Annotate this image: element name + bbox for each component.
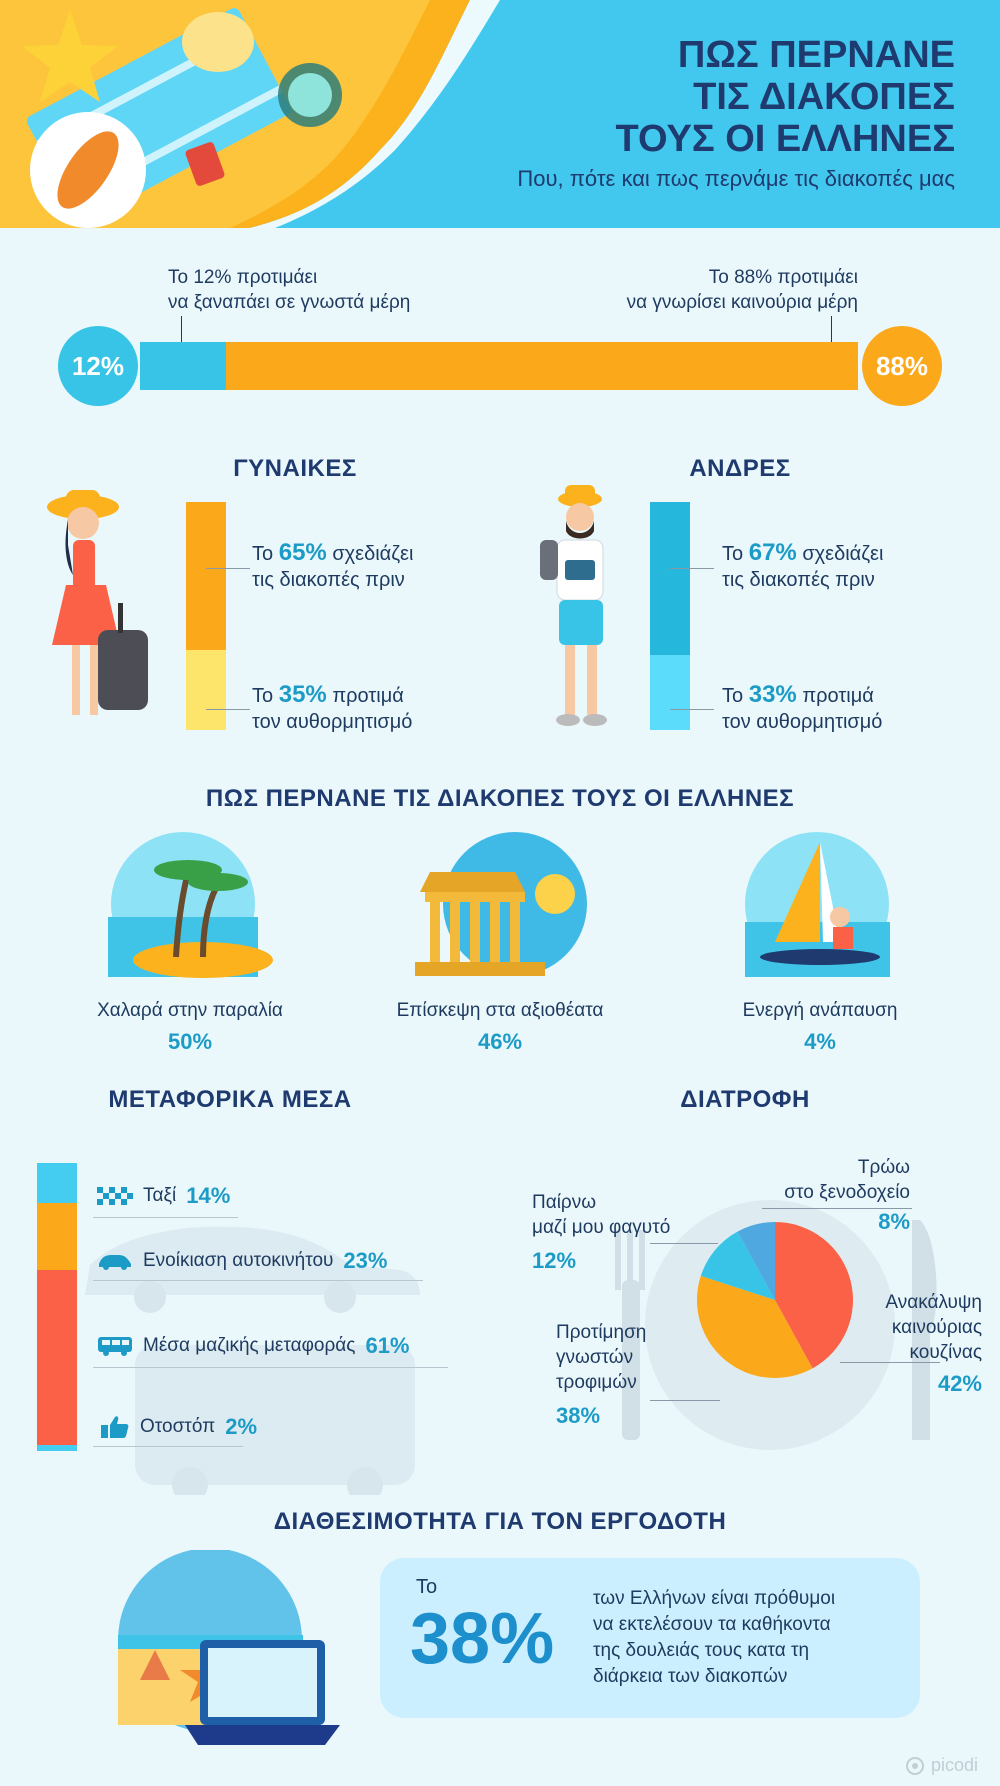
places-bar-segment-known [140,342,227,390]
transport-divider [93,1280,423,1281]
transport-divider [93,1446,243,1447]
men-bar [650,502,690,730]
men-spont-leader [670,709,714,710]
pie-slice [775,1222,853,1369]
transport-bar-segment-bus [37,1269,77,1446]
women-bar [186,502,226,730]
laptop-beach-icon [118,1550,340,1745]
women-heading: ΓΥΝΑΙΚΕΣ [233,455,357,482]
men-plan-label: Το 67% σχεδιάζει τις διακοπές πριν [722,539,884,592]
men-heading: ΑΝΔΡΕΣ [689,455,791,482]
pie-slice [737,1222,775,1300]
food-heading: ΔΙΑΤΡΟΦΗ [680,1086,810,1113]
activity-active: Ενεργή ανάπαυση 4% [742,1000,898,1054]
transport-bar [37,1163,77,1451]
women-bar-segment-spont [186,650,226,730]
transport-row-hitchhike: Οτοστόπ 2% [100,1414,257,1440]
header-banner: ΠΩΣ ΠΕΡΝΑΝΕ ΤΙΣ ΔΙΑΚΟΠΕΣ ΤΟΥΣ ΟΙ ΕΛΛΗΝΕΣ… [0,0,1000,228]
starfish-icon [22,10,118,102]
places-left-badge: 12% [58,326,138,406]
activities-heading: ΠΩΣ ΠΕΡΝΑΝΕ ΤΙΣ ΔΙΑΚΟΠΕΣ ΤΟΥΣ ΟΙ ΕΛΛΗΝΕΣ [205,785,795,812]
vehicles-background [85,1226,420,1495]
food-hotel-leader [762,1208,912,1209]
transport-bar-segment-taxi [37,1163,77,1204]
employer-panel: Το 38% των Ελλήνων είναι πρόθυμοι να εκτ… [380,1558,920,1718]
places-bar [140,342,858,390]
pie-slice [700,1231,775,1300]
bus-icon [98,1337,132,1356]
page-title: ΠΩΣ ΠΕΡΝΑΝΕ ΤΙΣ ΔΙΑΚΟΠΕΣ ΤΟΥΣ ΟΙ ΕΛΛΗΝΕΣ [615,34,955,160]
men-bar-segment-plan [650,502,690,655]
men-plan-leader [670,568,714,569]
palm-beach-icon [108,832,273,978]
women-plan-leader [206,568,250,569]
windsurf-icon [745,832,890,977]
places-right-badge: 88% [862,326,942,406]
places-left-tick [181,316,182,350]
food-new-cuisine-leader [840,1362,940,1363]
food-label-take-food: Παίρνω μαζί μου φαγυτό 12% [532,1192,671,1273]
food-known-leader [650,1400,720,1401]
places-right-tick [831,316,832,350]
food-pie-chart [697,1222,853,1378]
food-label-new-cuisine: Ανακάλυψη καινούριας κουζίνας 42% [885,1292,982,1396]
activity-beach: Χαλαρά στην παραλία 50% [97,1000,283,1054]
pie-slice [697,1275,813,1378]
women-plan-label: Το 65% σχεδιάζει τις διακοπές πριν [252,539,414,592]
employer-prefix: Το [416,1576,438,1598]
temple-icon [415,832,587,976]
food-label-known: Προτίμηση γνωστών τροφιμών 38% [556,1322,647,1428]
women-spont-label: Το 35% προτιμά τον αυθορμητισμό [252,681,413,734]
beach-illustration [0,0,500,228]
car-icon [99,1255,131,1270]
taxi-icon [97,1187,133,1205]
places-bar-segment-new [226,342,858,390]
food-label-hotel: Τρώω στο ξενοδοχείο 8% [784,1157,910,1234]
transport-row-bus: Μέσα μαζικής μεταφοράς 61% [97,1333,410,1359]
men-bar-segment-spont [650,654,690,730]
men-spont-label: Το 33% προτιμά τον αυθορμητισμό [722,681,883,734]
transport-bar-segment-hitchhike [37,1445,77,1451]
places-left-label: Το 12% προτιμάει να ξαναπάει σε γνωστά μ… [168,267,411,313]
places-right-label: Το 88% προτιμάει να γνωρίσει καινούρια μ… [626,267,858,313]
transport-heading: ΜΕΤΑΦΟΡΙΚΑ ΜΕΣΑ [108,1086,352,1113]
employer-pct: 38% [410,1599,555,1679]
transport-bar-segment-car [37,1203,77,1270]
transport-divider [93,1217,238,1218]
keys-icon [185,142,225,186]
page-subtitle: Που, πότε και πως περνάμε τις διακοπές μ… [517,166,955,191]
brand-mark-icon [905,1756,924,1775]
woman-illustration [47,490,148,715]
transport-row-car: Ενοίκιαση αυτοκινήτου 23% [97,1248,387,1274]
food-take-food-leader [650,1243,718,1244]
brand-logo: picodi [905,1755,978,1776]
women-bar-segment-plan [186,502,226,651]
thumbs-up-icon [101,1416,129,1438]
employer-description: των Ελλήνων είναι πρόθυμοι να εκτελέσουν… [593,1588,836,1687]
employer-heading: ΔΙΑΘΕΣΙΜΟΤΗΤΑ ΓΙΑ ΤΟΝ ΕΡΓΟΔΟΤΗ [273,1508,727,1535]
man-illustration [540,485,607,726]
shell-icon [182,12,254,72]
transport-divider [93,1367,448,1368]
women-spont-leader [206,709,250,710]
transport-row-taxi: Ταξί 14% [97,1183,230,1209]
activity-sights: Επίσκεψη στα αξιοθέατα 46% [396,1000,604,1054]
